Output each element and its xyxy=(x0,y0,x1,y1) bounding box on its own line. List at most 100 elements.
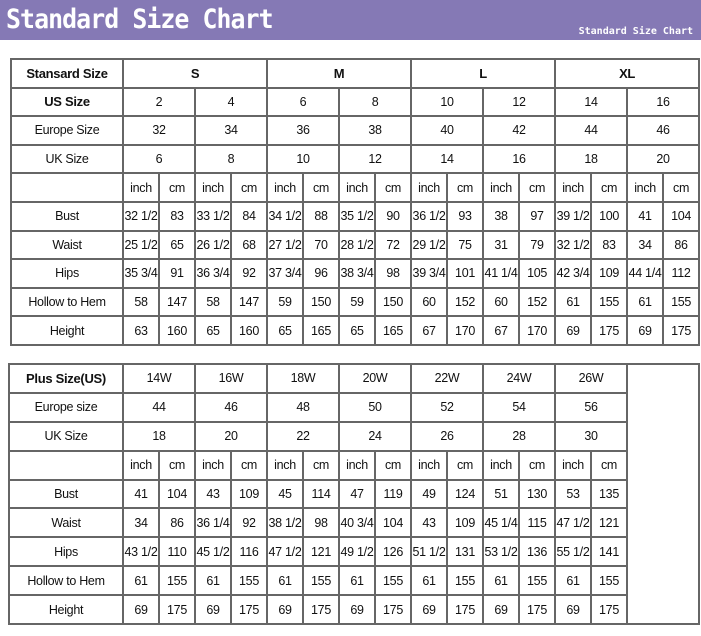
measurement-cell: 83 xyxy=(158,200,196,232)
measurement-cell: 53 xyxy=(554,478,592,510)
measurement-cell: 41 xyxy=(122,478,160,510)
us-size: 16 xyxy=(626,86,701,118)
measurement-cell: 34 1/2 xyxy=(266,200,304,232)
us-size: 10 xyxy=(410,86,485,118)
row-label: Bust xyxy=(10,200,124,232)
row-label: Hips xyxy=(8,536,124,568)
measurement-cell: 61 xyxy=(410,565,448,597)
measurement-cell: 49 1/2 xyxy=(338,536,376,568)
europe-size: 46 xyxy=(194,391,268,423)
measurement-cell: 155 xyxy=(158,565,196,597)
measurement-cell: 29 1/2 xyxy=(410,229,449,261)
header-label: Stansard Size xyxy=(10,58,124,89)
measurement-cell: 155 xyxy=(590,286,629,318)
measurement-cell: 114 xyxy=(302,478,340,510)
measurement-cell: 39 1/2 xyxy=(554,200,593,232)
measurement-cell: 150 xyxy=(302,286,340,318)
measurement-cell: 69 xyxy=(194,594,232,626)
measurement-cell: 175 xyxy=(446,594,484,626)
measurement-cell: 165 xyxy=(373,315,413,346)
table-row: inch cm inch cm inch cm inch cm inch cm inch cm inch… xyxy=(10,172,701,203)
empty-cell xyxy=(10,172,124,203)
table-row: UK Size 6 8 10 12 14 16 18 20 xyxy=(10,143,701,175)
measurement-cell: 55 1/2 xyxy=(554,536,592,568)
measurement-cell: 116 xyxy=(230,536,268,568)
measurement-cell: 86 xyxy=(158,507,196,539)
measurement-cell: 49 xyxy=(410,478,448,510)
measurement-cell: 41 1/4 xyxy=(482,258,521,289)
uk-size: 22 xyxy=(266,420,340,452)
measurement-cell: 69 xyxy=(122,594,160,626)
uk-size: 24 xyxy=(338,420,412,452)
unit-label: cm xyxy=(446,449,484,481)
measurement-cell: 60 xyxy=(410,286,449,318)
unit-label: inch xyxy=(338,449,376,481)
unit-label: cm xyxy=(302,449,340,481)
table-row: UK Size 18 20 22 24 26 28 30 xyxy=(8,420,699,452)
measurement-cell: 25 1/2 xyxy=(122,229,160,261)
measurement-cell: 67 xyxy=(410,315,449,346)
empty-cell xyxy=(8,449,124,481)
size-header: XL xyxy=(554,58,701,89)
measurement-cell: 110 xyxy=(158,536,196,568)
measurement-cell: 126 xyxy=(374,536,412,568)
measurement-cell: 72 xyxy=(373,229,413,261)
europe-size: 40 xyxy=(410,115,485,146)
measurement-cell: 43 xyxy=(410,507,448,539)
size-header: S xyxy=(122,58,268,89)
measurement-cell: 130 xyxy=(518,478,556,510)
measurement-cell: 58 xyxy=(122,286,160,318)
unit-label: inch xyxy=(266,172,304,203)
europe-size: 56 xyxy=(554,391,628,423)
uk-size: 30 xyxy=(554,420,628,452)
measurement-cell: 165 xyxy=(302,315,340,346)
measurement-cell: 175 xyxy=(374,594,412,626)
unit-label: inch xyxy=(122,172,160,203)
measurement-cell: 170 xyxy=(446,315,485,346)
us-size: 6 xyxy=(266,86,340,118)
row-label: Hollow to Hem xyxy=(10,286,124,318)
us-size: 4 xyxy=(194,86,268,118)
measurement-cell: 109 xyxy=(230,478,268,510)
us-size: 2 xyxy=(122,86,196,118)
table-row: Hips 43 1/2 110 45 1/2 116 47 1/2 121 49 1/2 126… xyxy=(8,536,699,568)
row-label: Waist xyxy=(8,507,124,539)
us-size: 14 xyxy=(554,86,629,118)
unit-label: inch xyxy=(626,172,665,203)
size-header: 22W xyxy=(410,363,484,394)
measurement-cell: 34 xyxy=(122,507,160,539)
measurement-cell: 84 xyxy=(230,200,268,232)
measurement-cell: 104 xyxy=(662,200,701,232)
unit-label: inch xyxy=(554,172,593,203)
measurement-cell: 42 3/4 xyxy=(554,258,593,289)
measurement-cell: 38 xyxy=(482,200,521,232)
europe-size: 48 xyxy=(266,391,340,423)
measurement-cell: 104 xyxy=(158,478,196,510)
table-row: Europe Size 32 34 36 38 40 42 44 46 xyxy=(10,115,701,146)
measurement-cell: 58 xyxy=(194,286,232,318)
size-header: 14W xyxy=(122,363,196,394)
measurement-cell: 70 xyxy=(302,229,340,261)
size-header: 16W xyxy=(194,363,268,394)
measurement-cell: 101 xyxy=(446,258,485,289)
measurement-cell: 31 xyxy=(482,229,521,261)
measurement-cell: 136 xyxy=(518,536,556,568)
measurement-cell: 65 xyxy=(338,315,376,346)
measurement-cell: 121 xyxy=(590,507,628,539)
measurement-cell: 45 1/4 xyxy=(482,507,520,539)
europe-size: 36 xyxy=(266,115,340,146)
measurement-cell: 65 xyxy=(158,229,196,261)
measurement-cell: 40 3/4 xyxy=(338,507,376,539)
measurement-cell: 147 xyxy=(230,286,268,318)
unit-label: inch xyxy=(410,172,449,203)
row-label: Europe size xyxy=(8,391,124,423)
table-row: Height 63 160 65 160 65 165 65 165 67 170 67 170 69 17… xyxy=(10,315,701,346)
unit-label: inch xyxy=(122,449,160,481)
unit-label: cm xyxy=(302,172,340,203)
row-label: UK Size xyxy=(10,143,124,175)
unit-label: inch xyxy=(554,449,592,481)
measurement-cell: 47 1/2 xyxy=(554,507,592,539)
unit-label: inch xyxy=(482,449,520,481)
banner: Standard Size Chart Standard Size Chart xyxy=(0,0,701,40)
table-row: Europe size 44 46 48 50 52 54 56 xyxy=(8,391,699,423)
